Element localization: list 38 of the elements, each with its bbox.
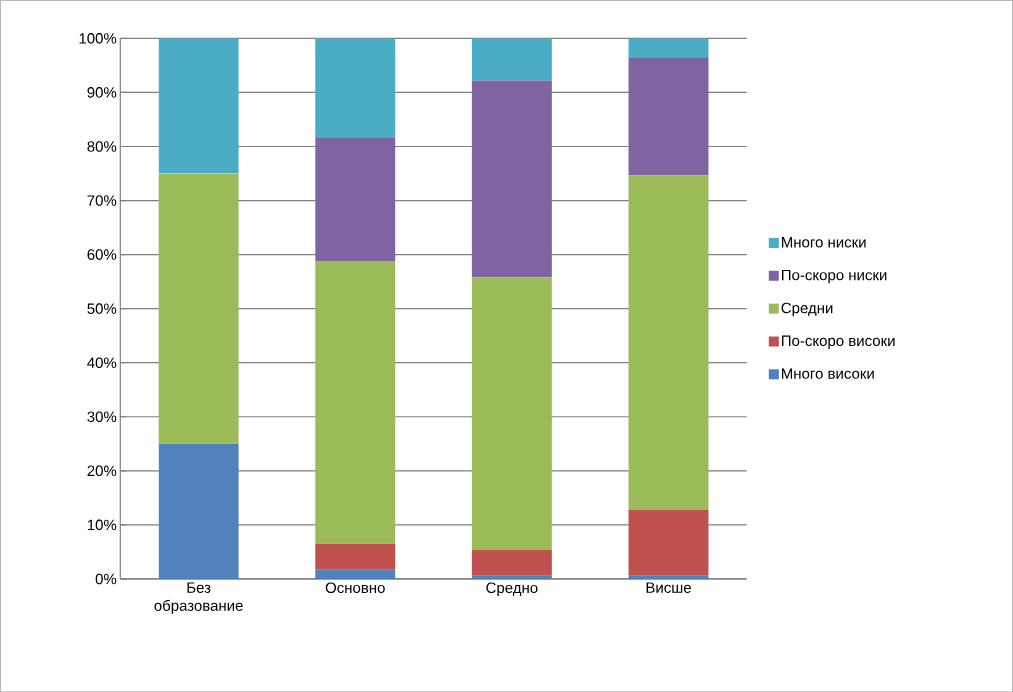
bar bbox=[471, 277, 552, 550]
bar bbox=[158, 173, 239, 444]
x-tick-label: Средно bbox=[486, 582, 538, 596]
legend-label: По-скоро високи bbox=[782, 335, 895, 349]
y-tick-label: 100% bbox=[79, 32, 117, 44]
bar bbox=[628, 509, 709, 576]
bar bbox=[471, 80, 552, 278]
bar bbox=[471, 38, 552, 81]
y-tick-label: 70% bbox=[87, 195, 117, 206]
legend-label: Средни bbox=[781, 302, 833, 317]
y-tick-label: 0% bbox=[95, 573, 117, 585]
x-tick-label: Без образование bbox=[154, 582, 243, 614]
y-tick-label: 30% bbox=[87, 411, 117, 422]
bar bbox=[471, 575, 552, 579]
x-tick-label: Основно bbox=[325, 582, 385, 593]
bar bbox=[315, 543, 396, 570]
y-tick-label: 90% bbox=[87, 86, 117, 98]
bar bbox=[158, 443, 239, 579]
legend-label: Много високи bbox=[782, 368, 874, 379]
bar bbox=[628, 175, 709, 510]
bar bbox=[315, 260, 396, 544]
bar bbox=[628, 38, 709, 58]
legend-label: По-скоро ниски bbox=[782, 269, 887, 284]
y-tick-label: 20% bbox=[87, 465, 117, 476]
bar bbox=[315, 569, 396, 579]
bar bbox=[315, 137, 396, 261]
y-tick-label: 50% bbox=[87, 303, 117, 314]
y-tick-label: 60% bbox=[87, 249, 117, 260]
x-tick-label: Висше bbox=[646, 582, 691, 593]
y-tick-label: 40% bbox=[87, 357, 117, 368]
bar bbox=[628, 575, 709, 579]
legend-label: Много ниски bbox=[782, 236, 866, 248]
bar bbox=[315, 38, 396, 138]
y-tick-label: 10% bbox=[87, 519, 117, 531]
bar bbox=[628, 57, 709, 175]
bar bbox=[471, 549, 552, 576]
y-tick-label: 80% bbox=[87, 141, 117, 152]
bar bbox=[158, 38, 239, 174]
